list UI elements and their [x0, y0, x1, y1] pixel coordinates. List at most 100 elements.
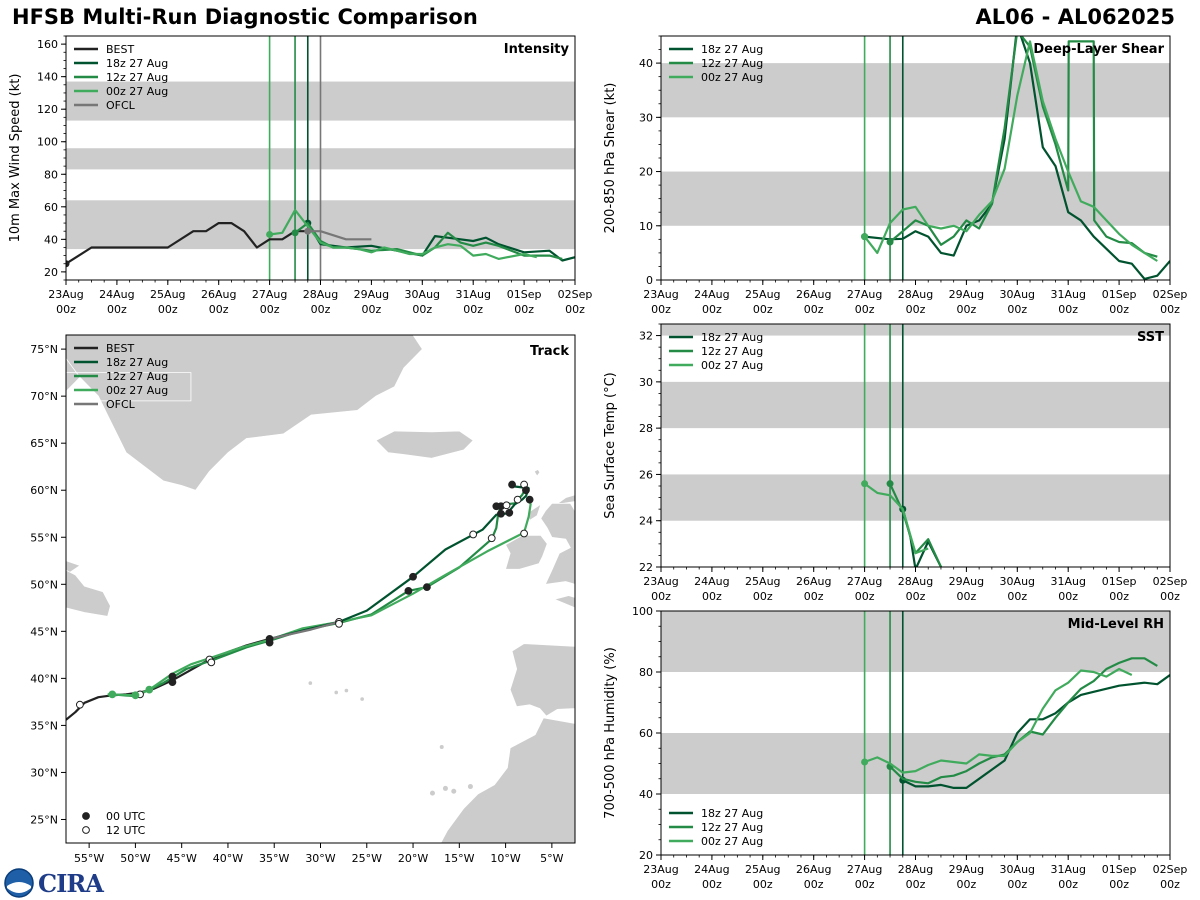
azores-island — [334, 690, 339, 695]
x-tick-hour: 00z — [804, 590, 824, 603]
series-start-marker-00z-27-aug — [266, 230, 274, 238]
x-tick-date: 02Sep — [1153, 863, 1188, 876]
x-tick-hour: 00z — [855, 590, 875, 603]
canary-island — [442, 785, 448, 791]
x-tick-hour: 00z — [56, 303, 76, 316]
legend-label: 18z 27 Aug — [106, 57, 168, 70]
land-masses — [66, 335, 575, 843]
y-tick-label: 70°N — [30, 390, 58, 403]
legend-label: 18z 27 Aug — [701, 43, 763, 56]
x-tick-date: 25Aug — [745, 288, 780, 301]
marker-12utc — [487, 534, 496, 543]
x-tick-label: 30°W — [305, 852, 335, 865]
x-tick-date: 27Aug — [847, 575, 882, 588]
storm-id: AL06 - AL062025 — [975, 5, 1176, 29]
x-tick-hour: 00z — [1109, 303, 1129, 316]
marker-00utc — [145, 685, 154, 694]
shaded-band — [661, 733, 1170, 794]
x-tick-hour: 00z — [107, 303, 127, 316]
x-tick-date: 29Aug — [949, 288, 984, 301]
x-tick-hour: 00z — [651, 878, 671, 891]
legend-label: 00z 27 Aug — [701, 71, 763, 84]
marker-00utc — [409, 572, 417, 581]
track-line-12z-27-aug — [112, 490, 526, 698]
canary-island — [429, 790, 435, 796]
x-tick-label: 40°W — [213, 852, 243, 865]
marker-00utc — [508, 480, 516, 489]
series-line-00z-27-aug — [863, 482, 929, 555]
x-tick-date: 30Aug — [405, 288, 440, 301]
x-tick-date: 24Aug — [694, 575, 729, 588]
y-tick-label: 40 — [639, 57, 653, 70]
panel-track: 25°N 30°N 35°N 40°N 45°N 50°N 55°N 60°N 65°N 70°N… — [30, 334, 576, 865]
track-line-18z-27-aug — [269, 483, 530, 640]
x-tick-hour: 00z — [753, 590, 773, 603]
africa-landmass — [440, 717, 575, 843]
y-tick-label: 22 — [639, 561, 653, 574]
marker-legend-label: 12 UTC — [106, 824, 146, 837]
x-tick-hour: 00z — [1160, 590, 1180, 603]
y-tick-label: 20 — [639, 849, 653, 862]
x-tick-date: 01Sep — [1102, 288, 1137, 301]
series-start-marker-00z-27-aug — [861, 480, 869, 488]
y-tick-label: 100 — [632, 605, 653, 618]
legend-label: 18z 27 Aug — [701, 331, 763, 344]
x-tick-date: 30Aug — [1000, 575, 1035, 588]
legend-label: 12z 27 Aug — [701, 345, 763, 358]
series-start-marker-12z-27-aug — [886, 480, 894, 488]
orkney-landmass — [556, 494, 575, 505]
track-lines — [66, 480, 534, 721]
series-line-00z-27-aug — [864, 667, 1133, 774]
shaded-band — [661, 381, 1170, 429]
x-tick-hour: 00z — [1058, 303, 1078, 316]
series-start-marker-00z-27-aug — [861, 233, 869, 241]
marker-legend-12utc — [82, 826, 90, 834]
legend-label: 00z 27 Aug — [106, 85, 168, 98]
marker-00utc — [108, 690, 117, 699]
marker-legend-00utc — [82, 812, 90, 820]
marker-12utc — [520, 529, 528, 538]
marker-12utc — [502, 501, 511, 510]
x-tick-hour: 00z — [651, 590, 671, 603]
series-start-marker-ofcl — [304, 227, 312, 235]
x-tick-date: 27Aug — [252, 288, 287, 301]
x-tick-date: 02Sep — [1153, 288, 1188, 301]
y-tick-label: 75°N — [30, 343, 58, 356]
x-tick-hour: 00z — [1109, 878, 1129, 891]
x-tick-date: 25Aug — [150, 288, 185, 301]
faroe-islands-landmass — [533, 469, 541, 477]
series-line-best — [66, 222, 308, 265]
marker-12utc — [513, 495, 522, 504]
x-tick-date: 26Aug — [796, 863, 831, 876]
series-start-marker-12z-27-aug — [886, 238, 894, 246]
x-tick-label: 35°W — [259, 852, 289, 865]
legend-label: 18z 27 Aug — [701, 807, 763, 820]
x-tick-date: 24Aug — [99, 288, 134, 301]
iceland-landmass — [375, 430, 474, 459]
x-tick-hour: 00z — [702, 878, 722, 891]
x-tick-date: 27Aug — [847, 288, 882, 301]
x-tick-hour: 00z — [1058, 590, 1078, 603]
x-tick-date: 31Aug — [1050, 863, 1085, 876]
y-tick-label: 45°N — [30, 625, 58, 638]
brittany-landmass — [553, 595, 575, 609]
x-tick-hour: 00z — [209, 303, 229, 316]
marker-legend-label: 00 UTC — [106, 810, 146, 823]
x-tick-date: 01Sep — [1102, 863, 1137, 876]
y-axis-label: 200-850 hPa Shear (kt) — [603, 83, 618, 234]
track-line-ofcl — [269, 620, 340, 640]
marker-12utc — [75, 700, 84, 709]
region-boundary — [66, 372, 192, 402]
azores-island — [360, 697, 364, 701]
x-tick-hour: 00z — [702, 590, 722, 603]
x-tick-label: 20°W — [398, 852, 428, 865]
track-line-00z-27-aug — [107, 496, 532, 697]
legend-label: BEST — [106, 342, 134, 355]
y-tick-label: 60 — [639, 727, 653, 740]
marker-12utc — [469, 530, 478, 539]
x-tick-hour: 00z — [463, 303, 483, 316]
figure-title: HFSB Multi-Run Diagnostic Comparison — [12, 5, 478, 29]
